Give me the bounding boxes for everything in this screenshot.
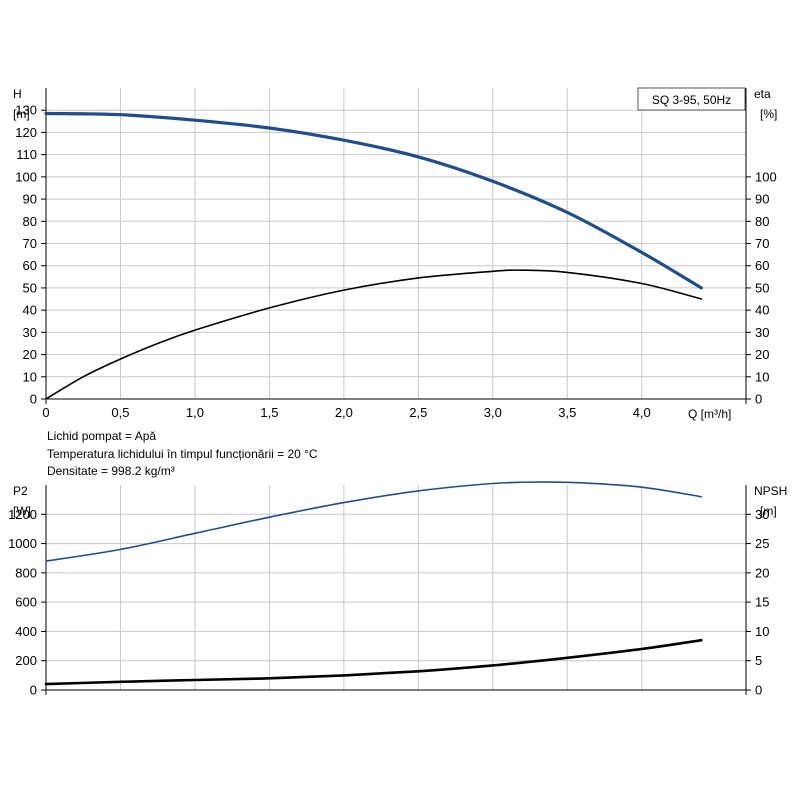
y-left-tick-label: 50 bbox=[23, 280, 37, 295]
x-tick-label: 4,0 bbox=[633, 405, 651, 420]
y-left-tick-label: 80 bbox=[23, 214, 37, 229]
x-tick-label: 3,5 bbox=[558, 405, 576, 420]
y-left-tick-label: 110 bbox=[16, 147, 37, 162]
y-left-axis-unit: [m] bbox=[13, 107, 30, 121]
y-right-tick-label: 80 bbox=[755, 214, 769, 229]
x-axis-label: Q [m³/h] bbox=[688, 407, 731, 421]
y-left-tick-label: 60 bbox=[23, 258, 37, 273]
x-tick-label: 1,0 bbox=[186, 405, 204, 420]
y-right-tick-label: 0 bbox=[755, 392, 762, 407]
y-right-tick-label: 10 bbox=[755, 369, 769, 384]
title-box bbox=[637, 87, 746, 111]
y-right-axis-name: NPSH bbox=[754, 484, 787, 498]
fluid-info-line-2: Temperatura lichidului în timpul funcțio… bbox=[47, 447, 318, 461]
y-left-tick-label: 20 bbox=[23, 347, 37, 362]
y-right-axis-name: eta bbox=[754, 87, 771, 101]
fluid-info-line-3: Densitate = 998.2 kg/m³ bbox=[47, 464, 175, 478]
y-left-tick-label: 10 bbox=[23, 369, 37, 384]
x-tick-label: 2,0 bbox=[335, 405, 353, 420]
y-right-axis-unit: [%] bbox=[760, 107, 777, 121]
fluid-info-line-1: Lichid pompat = Apă bbox=[47, 429, 157, 443]
chart-title: SQ 3-95, 50Hz bbox=[652, 93, 731, 107]
y-left-tick-label: 30 bbox=[23, 325, 37, 340]
y-right-tick-label: 70 bbox=[755, 236, 769, 251]
x-tick-label: 0,5 bbox=[111, 405, 129, 420]
y-right-tick-label: 20 bbox=[755, 565, 769, 580]
y-right-tick-label: 30 bbox=[755, 325, 769, 340]
y-left-tick-label: 100 bbox=[15, 169, 37, 184]
y-right-tick-label: 25 bbox=[755, 536, 769, 551]
y-right-tick-label: 15 bbox=[755, 595, 769, 610]
series-curve-2 bbox=[45, 269, 703, 400]
y-right-tick-label: 100 bbox=[755, 169, 777, 184]
power-npsh-chart: 0 200 400 600 800 1000 1200 0 5 10 15 20 25 30 P2 [W] NP… bbox=[8, 481, 787, 698]
x-tick-label: 1,5 bbox=[260, 405, 278, 420]
y-left-axis-name: H bbox=[13, 87, 22, 101]
y-left-tick-label: 600 bbox=[15, 595, 37, 610]
y-left-tick-label: 70 bbox=[23, 236, 37, 251]
x-tick-label: 2,5 bbox=[409, 405, 427, 420]
y-left-tick-label: 1200 bbox=[8, 507, 37, 522]
y-left-tick-label: 400 bbox=[15, 624, 37, 639]
y-left-tick-label: 0 bbox=[30, 392, 37, 407]
y-right-tick-label: 50 bbox=[755, 280, 769, 295]
x-tick-label: 3,0 bbox=[484, 405, 502, 420]
head-efficiency-chart: 0 10 20 30 40 50 60 70 80 90 100 110 120 130 0 10 20 30 40… bbox=[13, 87, 777, 421]
y-left-tick-label: 800 bbox=[15, 565, 37, 580]
y-left-tick-label: 1000 bbox=[8, 536, 37, 551]
y-left-axis-name: P2 bbox=[13, 484, 28, 498]
y-right-tick-label: 30 bbox=[755, 507, 769, 522]
y-right-tick-label: 10 bbox=[755, 624, 769, 639]
y-left-tick-label: 0 bbox=[30, 683, 37, 698]
y-right-tick-label: 5 bbox=[755, 653, 762, 668]
y-left-tick-label: 90 bbox=[23, 192, 37, 207]
y-right-tick-label: 40 bbox=[755, 303, 769, 318]
y-left-tick-label: 120 bbox=[15, 125, 37, 140]
y-right-tick-label: 60 bbox=[755, 258, 769, 273]
x-tick-label: 0 bbox=[42, 405, 49, 420]
y-right-tick-label: 90 bbox=[755, 192, 769, 207]
y-left-tick-label: 200 bbox=[15, 653, 37, 668]
series-curve-1 bbox=[44, 111, 703, 290]
series-curve-1 bbox=[45, 481, 703, 562]
y-right-tick-label: 20 bbox=[755, 347, 769, 362]
series-curve-2 bbox=[44, 638, 703, 686]
y-left-tick-label: 40 bbox=[23, 303, 37, 318]
y-right-tick-label: 0 bbox=[755, 683, 762, 698]
y-left-tick-label: 130 bbox=[15, 103, 37, 118]
y-left-axis-unit: [W] bbox=[13, 504, 31, 518]
y-right-axis-unit: [m] bbox=[760, 504, 777, 518]
